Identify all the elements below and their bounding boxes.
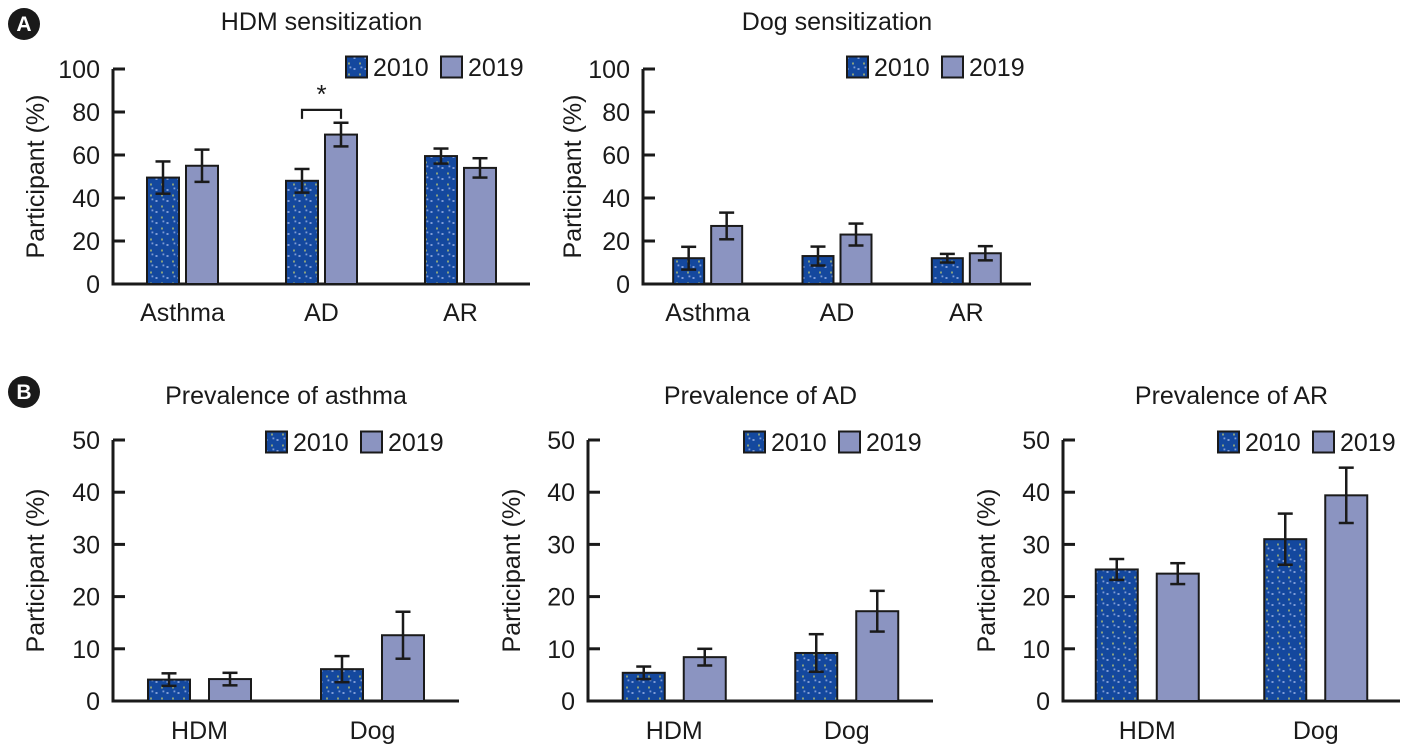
y-axis-label: Participant (%) bbox=[498, 489, 526, 653]
y-tick-label: 60 bbox=[602, 142, 630, 170]
legend-label: 2010 bbox=[1245, 429, 1301, 457]
legend-label: 2019 bbox=[969, 54, 1025, 82]
category-label: AR bbox=[949, 299, 984, 327]
chart-canvas-prevalence-of-ad: Prevalence of AD Participant (%) 0 10 20 30 40… bbox=[498, 382, 933, 745]
y-tick-label: 80 bbox=[602, 99, 630, 127]
y-tick-label: 30 bbox=[72, 531, 100, 559]
chart-title: Dog sensitization bbox=[742, 8, 932, 36]
bar-2019-hdm bbox=[1155, 572, 1200, 702]
chart-prevalence-of-ad: Prevalence of AD Participant (%) 0 10 20 30 40… bbox=[476, 360, 946, 745]
y-tick-label: 0 bbox=[86, 688, 100, 716]
bar-2010-hdm bbox=[1094, 568, 1139, 702]
y-tick-label: 20 bbox=[1022, 584, 1050, 612]
legend-label: 2019 bbox=[468, 54, 524, 82]
chart-prevalence-of-ar: Prevalence of AR Participant (%) 0 10 20 30 40… bbox=[951, 360, 1415, 745]
chart-canvas-hdm-sensitization: HDM sensitization Participant (%) 0 20 40 60 8… bbox=[22, 8, 530, 327]
y-tick-label: 80 bbox=[72, 99, 100, 127]
chart-title: Prevalence of AR bbox=[1135, 382, 1328, 410]
chart-hdm-sensitization: HDM sensitization Participant (%) 0 20 40 60 8… bbox=[0, 0, 545, 340]
category-label: HDM bbox=[646, 717, 703, 745]
y-tick-label: 60 bbox=[72, 142, 100, 170]
legend-label: 2010 bbox=[874, 54, 930, 82]
y-tick-label: 100 bbox=[58, 56, 100, 84]
y-axis-label: Participant (%) bbox=[559, 95, 587, 259]
legend-label: 2019 bbox=[1340, 429, 1396, 457]
y-tick-label: 0 bbox=[561, 688, 575, 716]
category-label: Asthma bbox=[140, 299, 225, 327]
category-label: AD bbox=[304, 299, 339, 327]
y-tick-label: 40 bbox=[72, 185, 100, 213]
legend-swatch-2019 bbox=[1312, 430, 1335, 454]
bar-2010-ar bbox=[424, 155, 458, 285]
category-label: HDM bbox=[1119, 717, 1176, 745]
chart-canvas-dog-sensitization: Dog sensitization Participant (%) 0 20 40 60 8… bbox=[559, 8, 1031, 327]
legend-swatch-2010 bbox=[743, 430, 766, 454]
y-axis-label: Participant (%) bbox=[973, 489, 1001, 653]
bar-2010-ad bbox=[285, 179, 319, 285]
y-tick-label: 50 bbox=[547, 427, 575, 455]
legend-label: 2010 bbox=[293, 429, 349, 457]
legend-swatch-2010 bbox=[345, 55, 368, 79]
category-label: HDM bbox=[171, 717, 228, 745]
y-axis-label: Participant (%) bbox=[22, 95, 50, 259]
chart-title: Prevalence of asthma bbox=[165, 382, 407, 410]
y-tick-label: 40 bbox=[602, 185, 630, 213]
legend-label: 2010 bbox=[771, 429, 827, 457]
significance-bracket bbox=[300, 108, 343, 119]
legend-label: 2019 bbox=[388, 429, 444, 457]
panel-b-badge: B bbox=[8, 376, 40, 408]
panel-a-badge: A bbox=[8, 8, 40, 40]
axes bbox=[111, 69, 530, 286]
y-tick-label: 40 bbox=[547, 479, 575, 507]
bar-2019-ar bbox=[463, 166, 497, 285]
category-label: Dog bbox=[350, 717, 396, 745]
y-tick-label: 0 bbox=[86, 271, 100, 299]
chart-prevalence-of-asthma: Prevalence of asthma Participant (%) 0 10 20… bbox=[0, 360, 472, 745]
y-tick-label: 40 bbox=[1022, 479, 1050, 507]
y-tick-label: 0 bbox=[1036, 688, 1050, 716]
y-tick-label: 50 bbox=[1022, 427, 1050, 455]
chart-dog-sensitization: Dog sensitization Participant (%) 0 20 40 60 8… bbox=[537, 0, 1082, 340]
y-tick-label: 10 bbox=[1022, 636, 1050, 664]
y-tick-label: 10 bbox=[547, 636, 575, 664]
bar-2019-dog bbox=[1324, 494, 1369, 702]
y-tick-label: 40 bbox=[72, 479, 100, 507]
category-label: Dog bbox=[824, 717, 870, 745]
y-tick-label: 20 bbox=[602, 228, 630, 256]
chart-title: HDM sensitization bbox=[221, 8, 422, 36]
axes bbox=[641, 69, 1031, 286]
bar-2019-ad bbox=[324, 133, 358, 285]
category-label: AD bbox=[820, 299, 855, 327]
category-label: Dog bbox=[1293, 717, 1339, 745]
y-tick-label: 30 bbox=[547, 531, 575, 559]
chart-title: Prevalence of AD bbox=[664, 382, 857, 410]
bar-2019-asthma bbox=[185, 164, 219, 285]
y-tick-label: 20 bbox=[72, 584, 100, 612]
chart-canvas-prevalence-of-asthma: Prevalence of asthma Participant (%) 0 10 20… bbox=[22, 382, 459, 745]
y-axis-label: Participant (%) bbox=[22, 489, 50, 653]
legend-swatch-2019 bbox=[838, 430, 861, 454]
y-tick-label: 0 bbox=[616, 271, 630, 299]
legend-swatch-2019 bbox=[360, 430, 383, 454]
legend-label: 2019 bbox=[866, 429, 922, 457]
legend-label: 2010 bbox=[373, 54, 429, 82]
legend-swatch-2010 bbox=[846, 55, 869, 79]
category-label: AR bbox=[443, 299, 478, 327]
chart-canvas-prevalence-of-ar: Prevalence of AR Participant (%) 0 10 20 30 40… bbox=[973, 382, 1400, 745]
y-tick-label: 20 bbox=[547, 584, 575, 612]
y-tick-label: 30 bbox=[1022, 531, 1050, 559]
legend-swatch-2010 bbox=[265, 430, 288, 454]
legend-swatch-2010 bbox=[1217, 430, 1240, 454]
legend-swatch-2019 bbox=[440, 55, 463, 79]
y-tick-label: 50 bbox=[72, 427, 100, 455]
y-tick-label: 10 bbox=[72, 636, 100, 664]
legend-swatch-2019 bbox=[941, 55, 964, 79]
y-tick-label: 100 bbox=[588, 56, 630, 84]
category-label: Asthma bbox=[665, 299, 750, 327]
y-tick-label: 20 bbox=[72, 228, 100, 256]
significance-label: * bbox=[316, 79, 326, 109]
